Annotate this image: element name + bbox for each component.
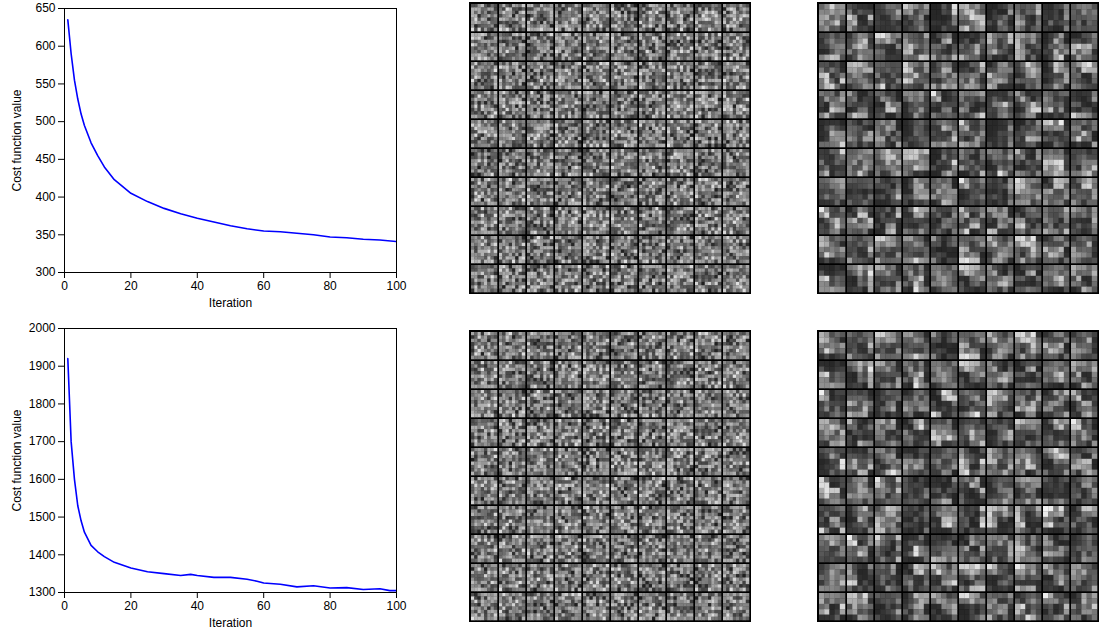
svg-text:450: 450 [35, 152, 55, 166]
svg-text:Iteration: Iteration [209, 616, 252, 630]
svg-text:1300: 1300 [29, 585, 56, 599]
svg-text:2000: 2000 [29, 321, 56, 335]
svg-text:650: 650 [35, 1, 55, 15]
svg-text:60: 60 [257, 599, 271, 613]
svg-text:1500: 1500 [29, 510, 56, 524]
svg-text:400: 400 [35, 190, 55, 204]
svg-text:300: 300 [35, 265, 55, 279]
svg-text:1700: 1700 [29, 434, 56, 448]
svg-text:350: 350 [35, 228, 55, 242]
svg-text:Cost function value: Cost function value [10, 409, 24, 511]
svg-text:80: 80 [323, 279, 337, 293]
svg-text:1600: 1600 [29, 472, 56, 486]
svg-text:1800: 1800 [29, 397, 56, 411]
svg-text:40: 40 [191, 279, 205, 293]
svg-text:100: 100 [386, 599, 406, 613]
svg-text:0: 0 [61, 599, 68, 613]
svg-text:550: 550 [35, 77, 55, 91]
svg-text:Cost function value: Cost function value [10, 89, 24, 191]
svg-text:Iteration: Iteration [209, 296, 252, 310]
svg-text:100: 100 [386, 279, 406, 293]
svg-text:20: 20 [124, 279, 138, 293]
svg-text:80: 80 [323, 599, 337, 613]
svg-text:60: 60 [257, 279, 271, 293]
svg-text:600: 600 [35, 39, 55, 53]
svg-text:0: 0 [61, 279, 68, 293]
svg-text:40: 40 [191, 599, 205, 613]
svg-text:20: 20 [124, 599, 138, 613]
svg-text:500: 500 [35, 114, 55, 128]
svg-text:1900: 1900 [29, 359, 56, 373]
svg-text:1400: 1400 [29, 548, 56, 562]
